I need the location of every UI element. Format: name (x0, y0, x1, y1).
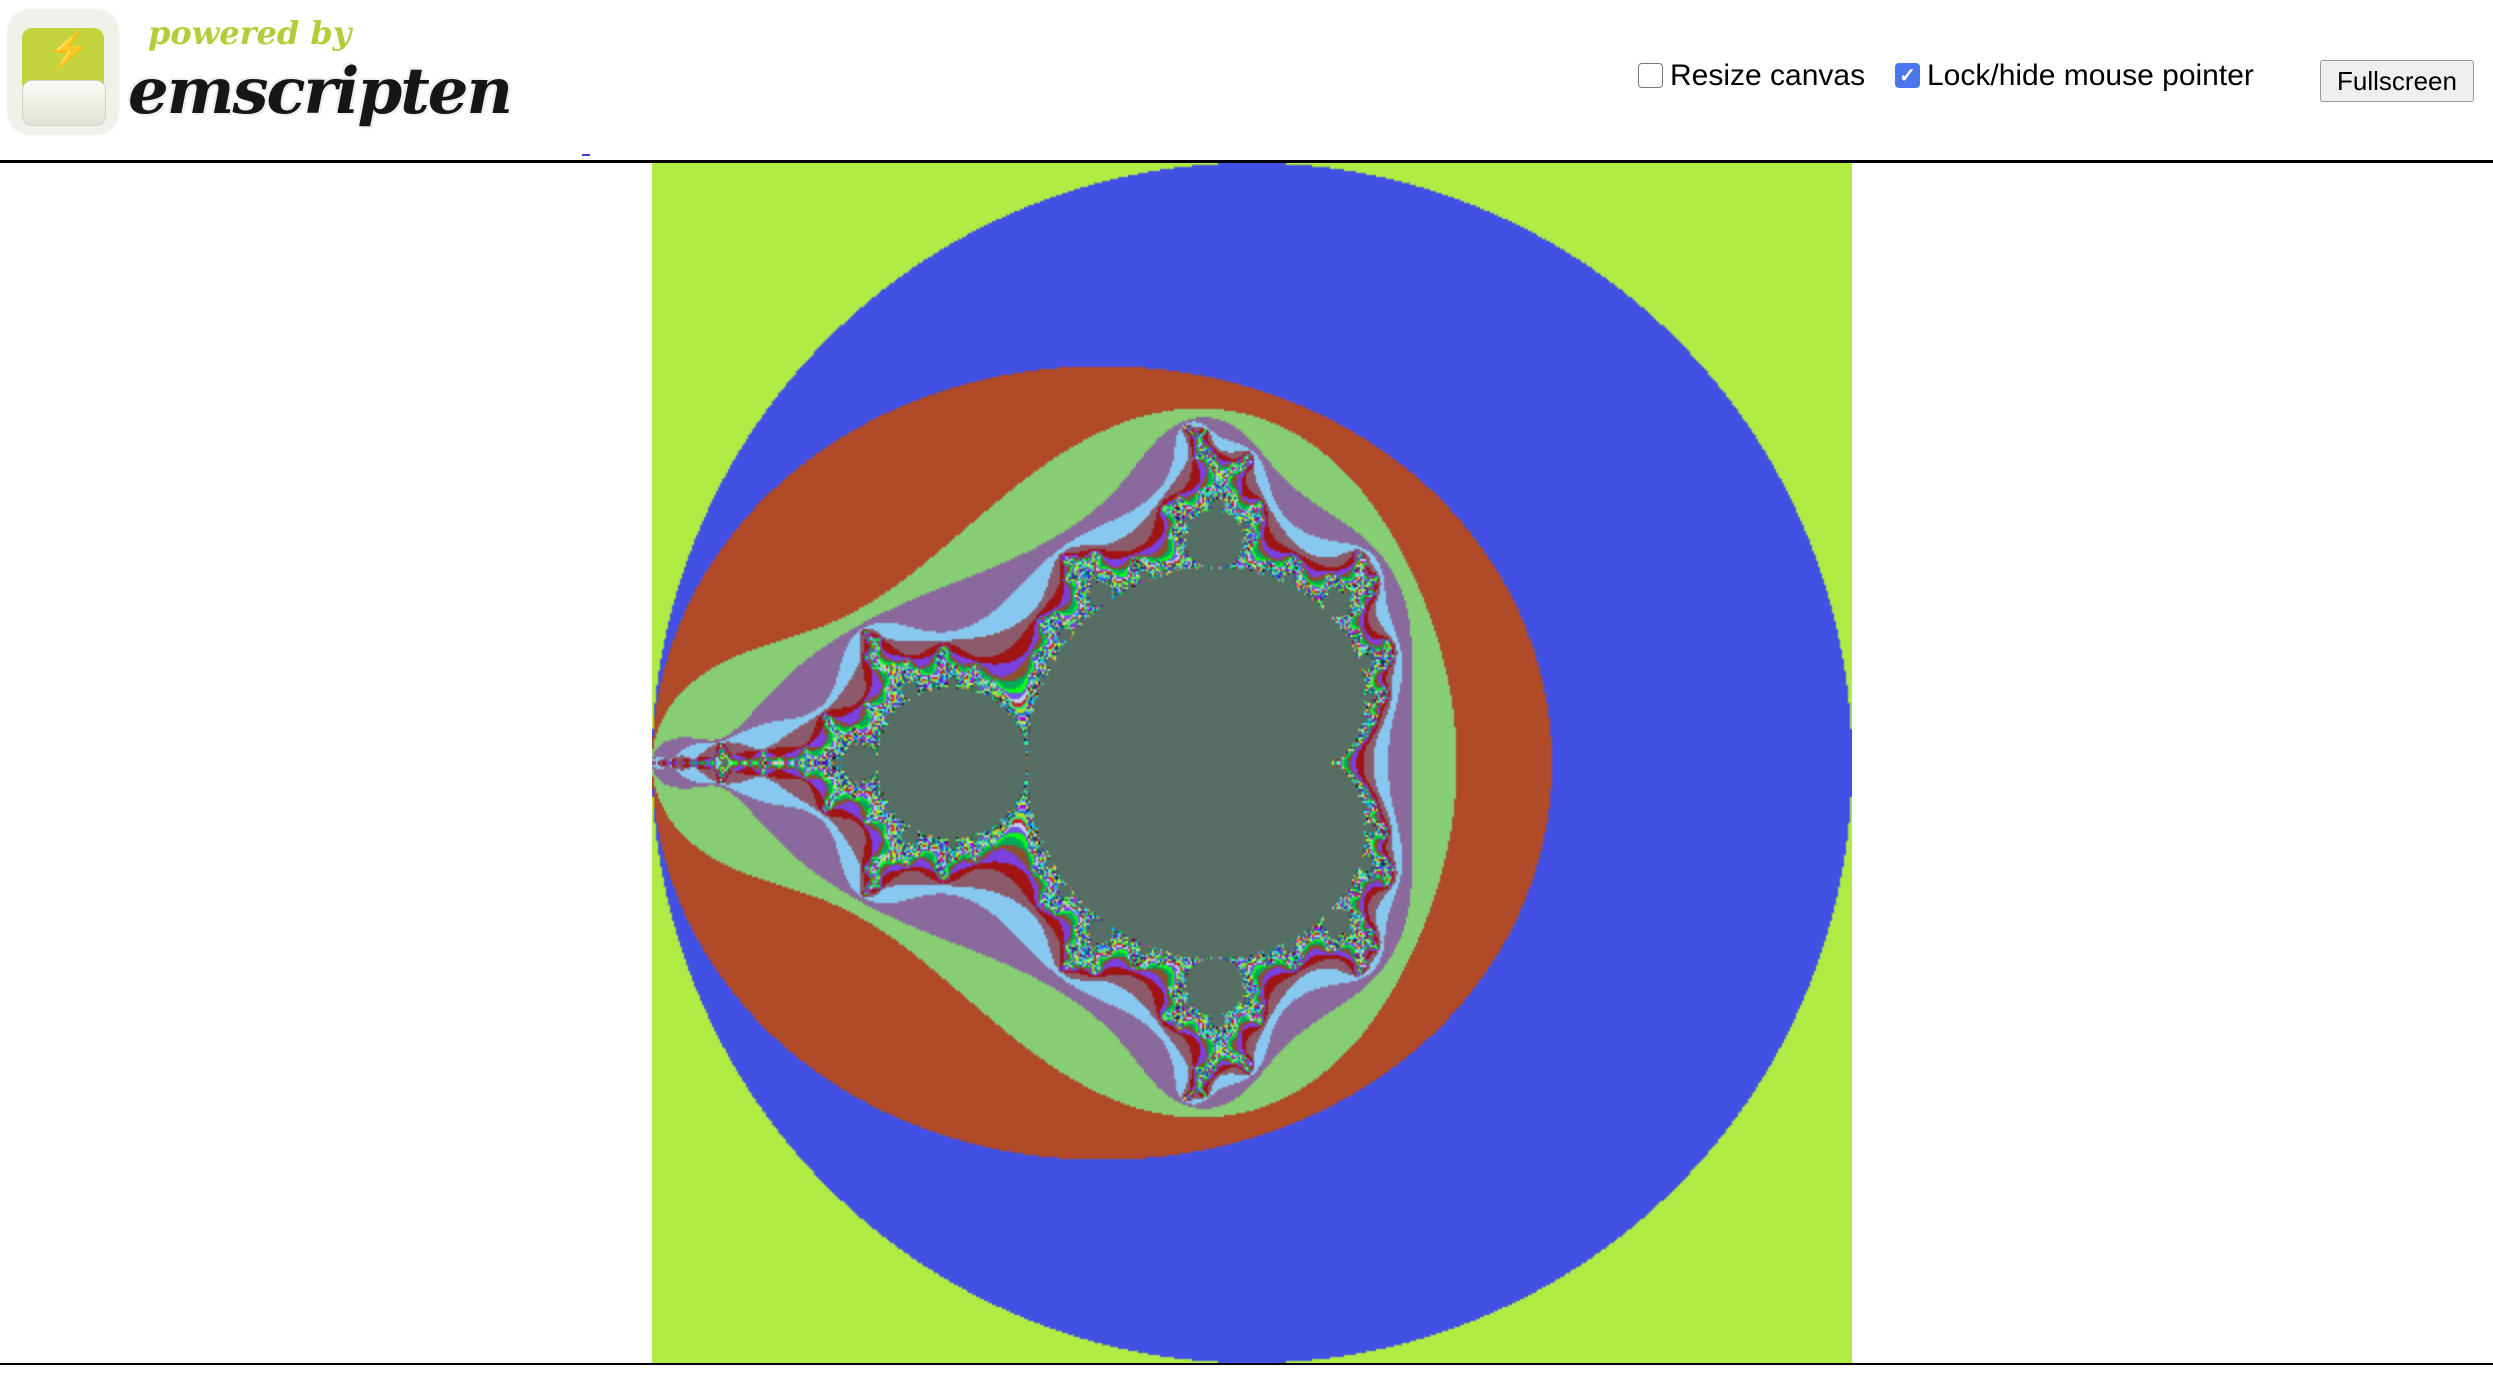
resize-canvas-label[interactable]: Resize canvas (1670, 59, 1866, 92)
divider (0, 160, 2493, 163)
link[interactable] (582, 154, 590, 156)
emscripten-battery-icon: ⚡ (8, 10, 118, 134)
header: ⚡ powered by emscripten Resize canvas ✓ … (0, 0, 2493, 160)
resize-canvas-checkbox[interactable] (1638, 63, 1663, 88)
emscripten-logo[interactable]: ⚡ powered by emscripten (6, 8, 536, 136)
logo-wordmark: emscripten (128, 54, 513, 129)
lock-pointer-label[interactable]: Lock/hide mouse pointer (1927, 59, 2254, 92)
divider (0, 1363, 2493, 1365)
lock-pointer-checkbox[interactable]: ✓ (1895, 63, 1920, 88)
mandelbrot-canvas[interactable] (652, 163, 1852, 1363)
lightning-bolt-icon: ⚡ (46, 29, 91, 70)
logo-powered-by: powered by (148, 14, 352, 52)
fullscreen-button[interactable]: Fullscreen (2320, 60, 2474, 102)
